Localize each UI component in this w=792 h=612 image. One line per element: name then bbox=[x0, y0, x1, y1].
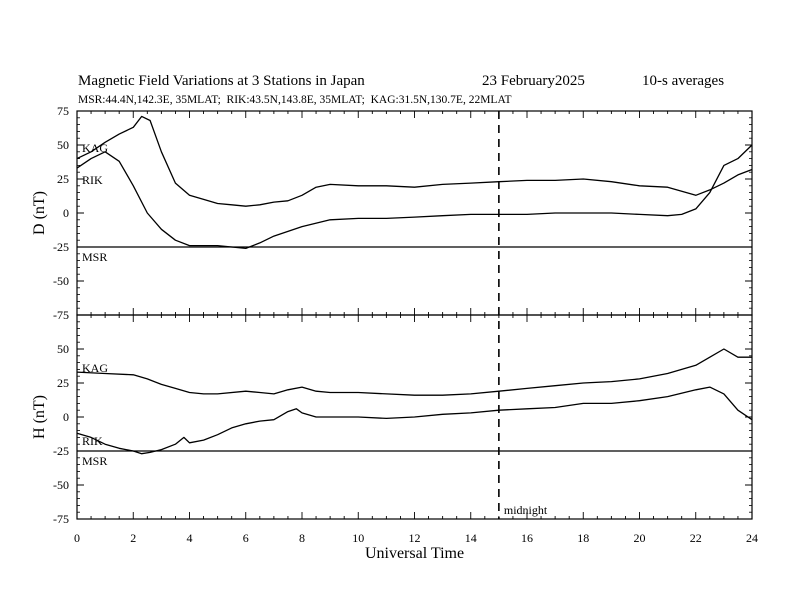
d-panel-frame bbox=[76, 110, 753, 316]
h-series-kag bbox=[76, 348, 752, 396]
h-ytick-label: -25 bbox=[53, 444, 69, 458]
d-ytick-label: 25 bbox=[57, 172, 69, 186]
h-label-rik: RIK bbox=[82, 434, 103, 448]
h-ytick-label: -50 bbox=[53, 478, 69, 492]
xtick-label: 10 bbox=[352, 531, 364, 545]
xtick-label: 20 bbox=[634, 531, 646, 545]
xtick-label: 2 bbox=[130, 531, 136, 545]
midnight-label: midnight bbox=[504, 503, 548, 517]
h-label-msr: MSR bbox=[82, 454, 107, 468]
d-ytick-label: -25 bbox=[53, 240, 69, 254]
d-ytick-label: 0 bbox=[63, 206, 69, 220]
xtick-label: 6 bbox=[243, 531, 249, 545]
d-series-kag bbox=[76, 115, 753, 207]
h-ytick-label: 0 bbox=[63, 410, 69, 424]
averaging-note: 10-s averages bbox=[642, 73, 725, 89]
d-ytick-label: 50 bbox=[57, 138, 69, 152]
d-ytick-label: -75 bbox=[53, 308, 69, 322]
d-label-msr: MSR bbox=[82, 250, 107, 264]
xtick-label: 22 bbox=[690, 531, 702, 545]
h-ytick-label: 25 bbox=[57, 376, 69, 390]
xtick-label: 12 bbox=[409, 531, 421, 545]
xtick-label: 4 bbox=[187, 531, 193, 545]
h-label-kag: KAG bbox=[82, 361, 108, 375]
x-axis-label: Universal Time bbox=[365, 545, 464, 562]
xtick-label: 8 bbox=[299, 531, 305, 545]
h-ytick-label: 50 bbox=[57, 342, 69, 356]
h-ylabel: H (nT) bbox=[31, 395, 48, 439]
xtick-label: 16 bbox=[521, 531, 533, 545]
d-ylabel: D (nT) bbox=[31, 191, 48, 235]
station-coordinates: MSR:44.4N,142.3E, 35MLAT; RIK:43.5N,143.… bbox=[78, 94, 512, 106]
d-label-kag: KAG bbox=[82, 141, 108, 155]
xtick-label: 0 bbox=[74, 531, 80, 545]
chart-date: 23 February2025 bbox=[482, 73, 585, 89]
h-series-rik bbox=[76, 386, 753, 455]
h-ytick-label: -75 bbox=[53, 512, 69, 526]
d-ytick-label: 75 bbox=[57, 104, 69, 118]
chart-title: Magnetic Field Variations at 3 Stations … bbox=[78, 73, 365, 89]
xtick-label: 14 bbox=[465, 531, 477, 545]
d-label-rik: RIK bbox=[82, 173, 103, 187]
d-series-rik bbox=[76, 144, 753, 250]
xtick-label: 18 bbox=[577, 531, 589, 545]
xtick-label: 24 bbox=[746, 531, 758, 545]
d-ytick-label: -50 bbox=[53, 274, 69, 288]
